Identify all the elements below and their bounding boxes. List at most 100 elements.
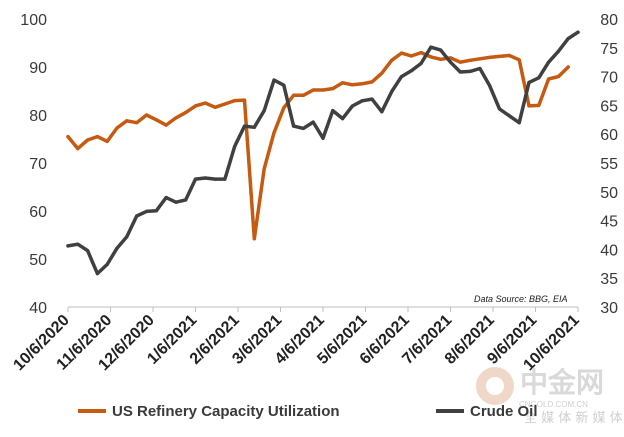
data-point-refinery-utilization xyxy=(193,104,198,108)
data-point-crude-oil xyxy=(360,99,364,103)
y-left-tick-label: 60 xyxy=(29,204,47,221)
data-point-refinery-utilization xyxy=(272,131,276,135)
data-point-crude-oil xyxy=(537,76,541,80)
data-point-crude-oil xyxy=(331,109,335,113)
y-right-tick-label: 60 xyxy=(600,127,618,144)
data-point-crude-oil xyxy=(547,60,551,64)
data-point-refinery-utilization xyxy=(399,51,404,55)
data-point-refinery-utilization xyxy=(547,77,551,81)
data-point-crude-oil xyxy=(66,244,70,248)
y-right-tick-label: 50 xyxy=(600,185,618,202)
data-point-refinery-utilization xyxy=(439,57,443,61)
data-point-refinery-utilization xyxy=(95,135,99,139)
y-right-tick-label: 30 xyxy=(600,300,618,317)
y-right-tick-label: 80 xyxy=(600,12,618,29)
data-point-refinery-utilization xyxy=(86,138,90,142)
data-point-crude-oil xyxy=(242,124,247,128)
data-point-crude-oil xyxy=(301,126,305,130)
data-point-crude-oil xyxy=(311,120,315,124)
data-point-crude-oil xyxy=(448,60,453,64)
data-point-crude-oil xyxy=(458,70,462,74)
data-point-crude-oil xyxy=(292,124,296,128)
data-point-refinery-utilization xyxy=(488,55,492,60)
data-point-crude-oil xyxy=(517,121,521,125)
data-point-crude-oil xyxy=(76,242,80,246)
data-point-refinery-utilization xyxy=(223,102,227,106)
legend-label-refinery: US Refinery Capacity Utilization xyxy=(112,403,340,420)
legend: US Refinery Capacity Utilization Crude O… xyxy=(78,403,538,420)
data-point-crude-oil xyxy=(321,136,325,140)
data-point-crude-oil xyxy=(566,37,570,41)
legend-label-crude: Crude Oil xyxy=(470,403,538,420)
series-line-refinery-utilization xyxy=(66,50,570,241)
data-point-refinery-utilization xyxy=(468,58,472,62)
data-point-refinery-utilization xyxy=(350,83,354,87)
watermark-main: 中金网 xyxy=(520,366,604,399)
data-point-refinery-utilization xyxy=(213,105,217,109)
data-point-crude-oil xyxy=(390,90,394,94)
data-point-refinery-utilization xyxy=(252,237,256,241)
y-left-tick-label: 70 xyxy=(29,156,47,173)
y-right-tick-label: 75 xyxy=(600,41,618,58)
data-point-refinery-utilization xyxy=(497,54,502,59)
data-point-refinery-utilization xyxy=(566,65,570,69)
data-point-refinery-utilization xyxy=(233,99,237,103)
data-point-refinery-utilization xyxy=(380,71,384,75)
data-point-refinery-utilization xyxy=(301,93,305,97)
y-left-tick-label: 100 xyxy=(20,12,47,29)
data-point-crude-oil xyxy=(223,177,227,181)
data-point-refinery-utilization xyxy=(262,167,266,171)
data-point-refinery-utilization xyxy=(282,106,286,110)
data-point-refinery-utilization xyxy=(507,53,511,58)
data-point-crude-oil xyxy=(419,61,423,65)
data-point-refinery-utilization xyxy=(115,126,119,130)
data-point-crude-oil xyxy=(439,48,443,52)
left-y-axis: 40 50 60 70 80 90 100 xyxy=(20,12,47,317)
data-point-refinery-utilization xyxy=(321,88,325,92)
data-point-refinery-utilization xyxy=(429,55,433,59)
y-right-tick-label: 45 xyxy=(600,214,618,231)
y-right-tick-label: 70 xyxy=(600,70,618,87)
data-point-crude-oil xyxy=(497,107,502,111)
data-point-refinery-utilization xyxy=(517,58,521,62)
data-point-crude-oil xyxy=(203,176,207,180)
data-point-refinery-utilization xyxy=(331,87,335,91)
data-point-crude-oil xyxy=(409,69,413,73)
data-point-refinery-utilization xyxy=(154,118,158,122)
data-point-refinery-utilization xyxy=(370,80,374,84)
data-point-crude-oil xyxy=(527,80,531,84)
data-point-crude-oil xyxy=(125,235,129,239)
data-point-refinery-utilization xyxy=(390,58,394,62)
watermark-logo-inner-icon xyxy=(486,377,504,395)
data-point-crude-oil xyxy=(370,97,374,101)
series-points-refinery-utilization xyxy=(66,51,570,241)
data-point-crude-oil xyxy=(86,249,90,253)
data-point-refinery-utilization xyxy=(556,75,561,79)
data-point-crude-oil xyxy=(144,209,149,213)
y-right-tick-label: 35 xyxy=(600,271,618,288)
data-point-refinery-utilization xyxy=(144,113,149,117)
y-left-tick-label: 50 xyxy=(29,252,47,269)
data-point-crude-oil xyxy=(350,104,354,108)
data-point-crude-oil xyxy=(488,84,492,88)
data-point-refinery-utilization xyxy=(341,81,345,85)
data-source-note: Data Source: BBG, EIA xyxy=(474,294,568,304)
data-point-crude-oil xyxy=(556,49,561,53)
data-point-refinery-utilization xyxy=(527,104,531,108)
data-point-refinery-utilization xyxy=(458,60,462,64)
data-point-crude-oil xyxy=(468,69,472,73)
right-y-axis: 30 35 40 45 50 55 60 65 70 75 80 xyxy=(600,12,618,317)
data-point-crude-oil xyxy=(193,177,198,181)
data-point-crude-oil xyxy=(507,114,511,118)
data-point-crude-oil xyxy=(399,75,404,79)
data-point-crude-oil xyxy=(184,198,188,202)
data-point-refinery-utilization xyxy=(311,88,315,92)
data-point-crude-oil xyxy=(272,78,276,82)
data-point-crude-oil xyxy=(341,117,345,121)
data-point-refinery-utilization xyxy=(184,111,188,115)
data-point-crude-oil xyxy=(115,246,119,250)
data-point-crude-oil xyxy=(478,66,482,71)
data-point-refinery-utilization xyxy=(478,57,482,61)
